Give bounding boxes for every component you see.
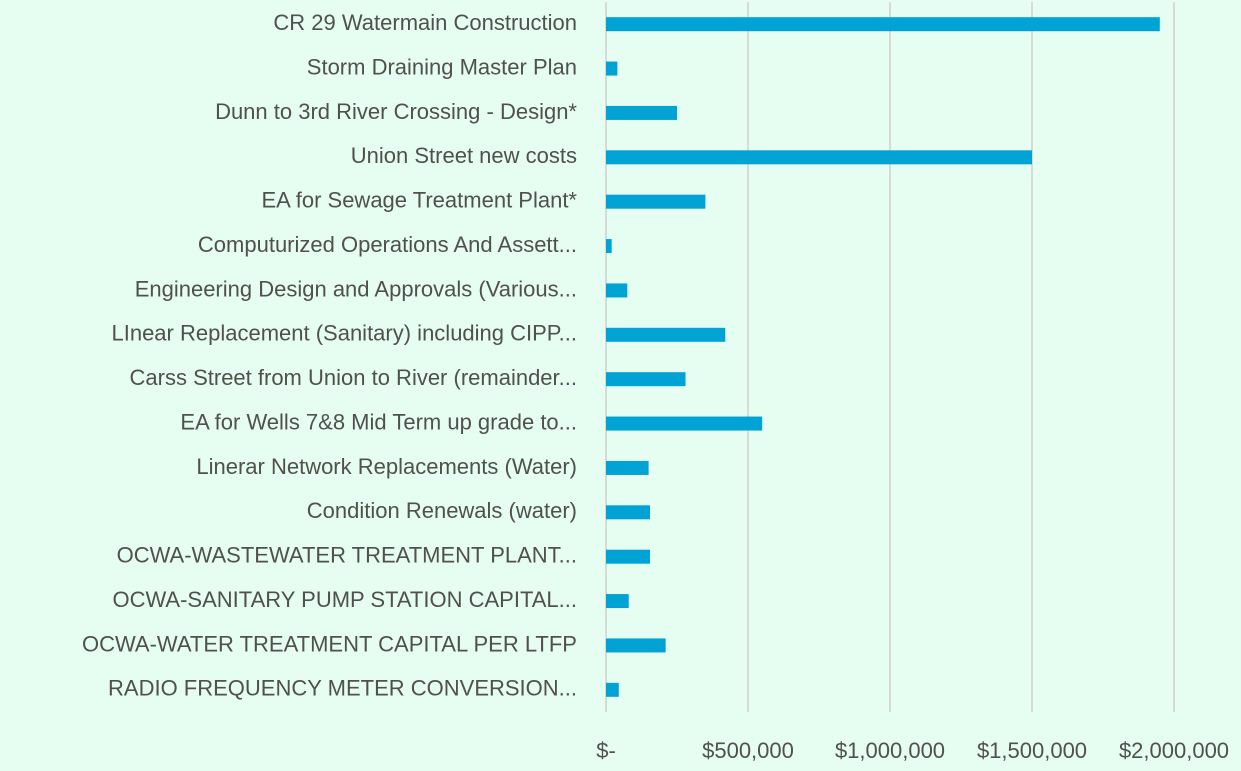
bar — [606, 372, 686, 387]
bar — [606, 61, 618, 76]
bar — [606, 460, 649, 475]
bar — [606, 505, 651, 520]
y-tick-label: CR 29 Watermain Construction — [273, 10, 577, 35]
y-tick-label: Dunn to 3rd River Crossing - Design* — [215, 99, 577, 124]
bar — [606, 239, 612, 254]
y-tick-label: EA for Sewage Treatment Plant* — [261, 188, 577, 213]
x-tick-label: $1,000,000 — [835, 738, 945, 763]
bar — [606, 682, 619, 697]
bar — [606, 194, 706, 209]
x-tick-label: $1,500,000 — [977, 738, 1087, 763]
bar — [606, 549, 651, 564]
bar — [606, 283, 628, 298]
bar — [606, 416, 763, 431]
y-tick-label: Condition Renewals (water) — [307, 498, 577, 523]
y-tick-label: Carss Street from Union to River (remain… — [130, 365, 577, 390]
y-tick-label: RADIO FREQUENCY METER CONVERSION... — [108, 676, 577, 701]
bar — [606, 17, 1160, 32]
y-tick-label: Linerar Network Replacements (Water) — [196, 454, 577, 479]
y-tick-label: Storm Draining Master Plan — [307, 54, 577, 79]
y-tick-label: Computurized Operations And Assett... — [198, 232, 577, 257]
bar — [606, 105, 677, 120]
bar — [606, 638, 666, 653]
bar — [606, 594, 629, 609]
y-tick-label: EA for Wells 7&8 Mid Term up grade to... — [180, 409, 577, 434]
x-tick-label: $- — [596, 738, 616, 763]
y-tick-label: OCWA-WATER TREATMENT CAPITAL PER LTFP — [82, 631, 577, 656]
y-tick-label: OCWA-SANITARY PUMP STATION CAPITAL... — [112, 587, 577, 612]
x-tick-label: $500,000 — [702, 738, 794, 763]
x-tick-label: $2,000,000 — [1119, 738, 1229, 763]
bar — [606, 327, 726, 342]
y-tick-label: Union Street new costs — [351, 143, 577, 168]
bar — [606, 150, 1032, 165]
y-tick-label: OCWA-WASTEWATER TREATMENT PLANT... — [117, 543, 577, 568]
y-tick-label: Engineering Design and Approvals (Variou… — [135, 276, 577, 301]
y-tick-label: LInear Replacement (Sanitary) including … — [111, 321, 577, 346]
